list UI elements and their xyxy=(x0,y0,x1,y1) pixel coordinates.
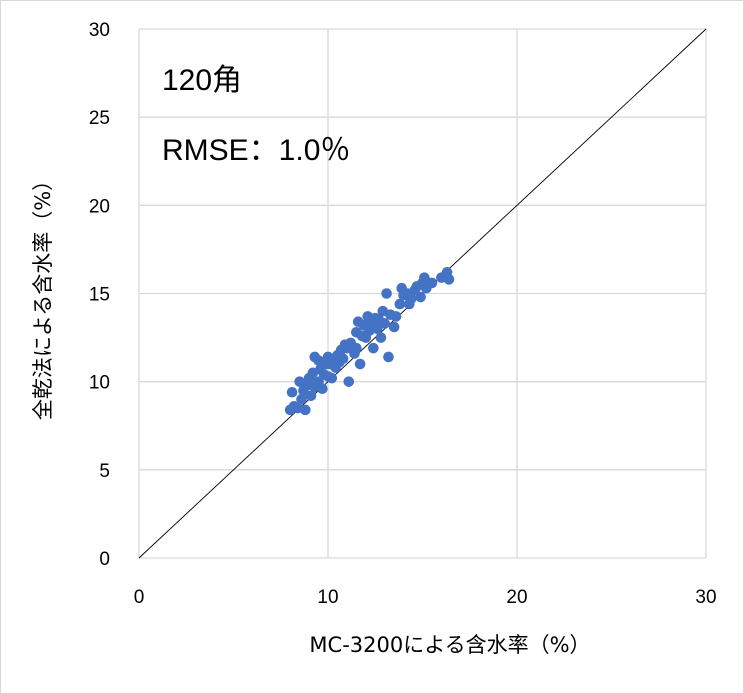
x-axis-title: MC-3200による含水率（%） xyxy=(309,633,590,657)
data-point xyxy=(351,342,362,354)
annotation-label: 120角 xyxy=(162,64,242,97)
data-point xyxy=(371,323,383,335)
y-tick-labels: 0 5 10 15 20 25 30 xyxy=(89,20,110,570)
data-point xyxy=(296,394,307,405)
data-point xyxy=(426,277,438,289)
x-tick-label: 20 xyxy=(506,587,527,608)
y-axis-title: 全乾法による含水率（%） xyxy=(31,170,55,420)
data-point xyxy=(337,353,349,365)
data-point xyxy=(375,332,387,343)
data-point xyxy=(368,342,379,354)
data-point xyxy=(305,390,317,402)
data-point xyxy=(383,351,394,363)
data-point xyxy=(394,298,406,310)
data-point xyxy=(343,376,355,387)
y-tick-label: 30 xyxy=(89,20,110,41)
data-point xyxy=(317,383,328,395)
y-tick-label: 0 xyxy=(99,549,110,570)
data-point xyxy=(379,318,391,329)
data-point xyxy=(390,311,402,322)
y-tick-label: 20 xyxy=(89,196,110,217)
x-tick-labels: 0 10 20 30 xyxy=(134,587,717,608)
data-points xyxy=(284,267,455,416)
gridlines xyxy=(138,28,707,559)
x-tick-label: 30 xyxy=(695,587,716,608)
data-point xyxy=(300,404,311,416)
data-point xyxy=(443,274,455,285)
data-point xyxy=(286,386,298,398)
y-tick-label: 25 xyxy=(89,108,110,129)
data-point xyxy=(381,288,392,299)
x-tick-label: 0 xyxy=(134,587,145,608)
data-point xyxy=(415,291,426,303)
y-tick-label: 5 xyxy=(99,461,110,482)
x-tick-label: 10 xyxy=(317,587,338,608)
data-point xyxy=(354,358,366,370)
data-point xyxy=(326,372,338,384)
data-point xyxy=(405,293,417,305)
y-tick-label: 10 xyxy=(89,373,110,394)
data-point xyxy=(388,321,400,333)
rmse-annotation: RMSE：1.0％ xyxy=(162,134,350,167)
y-tick-label: 15 xyxy=(89,285,110,306)
